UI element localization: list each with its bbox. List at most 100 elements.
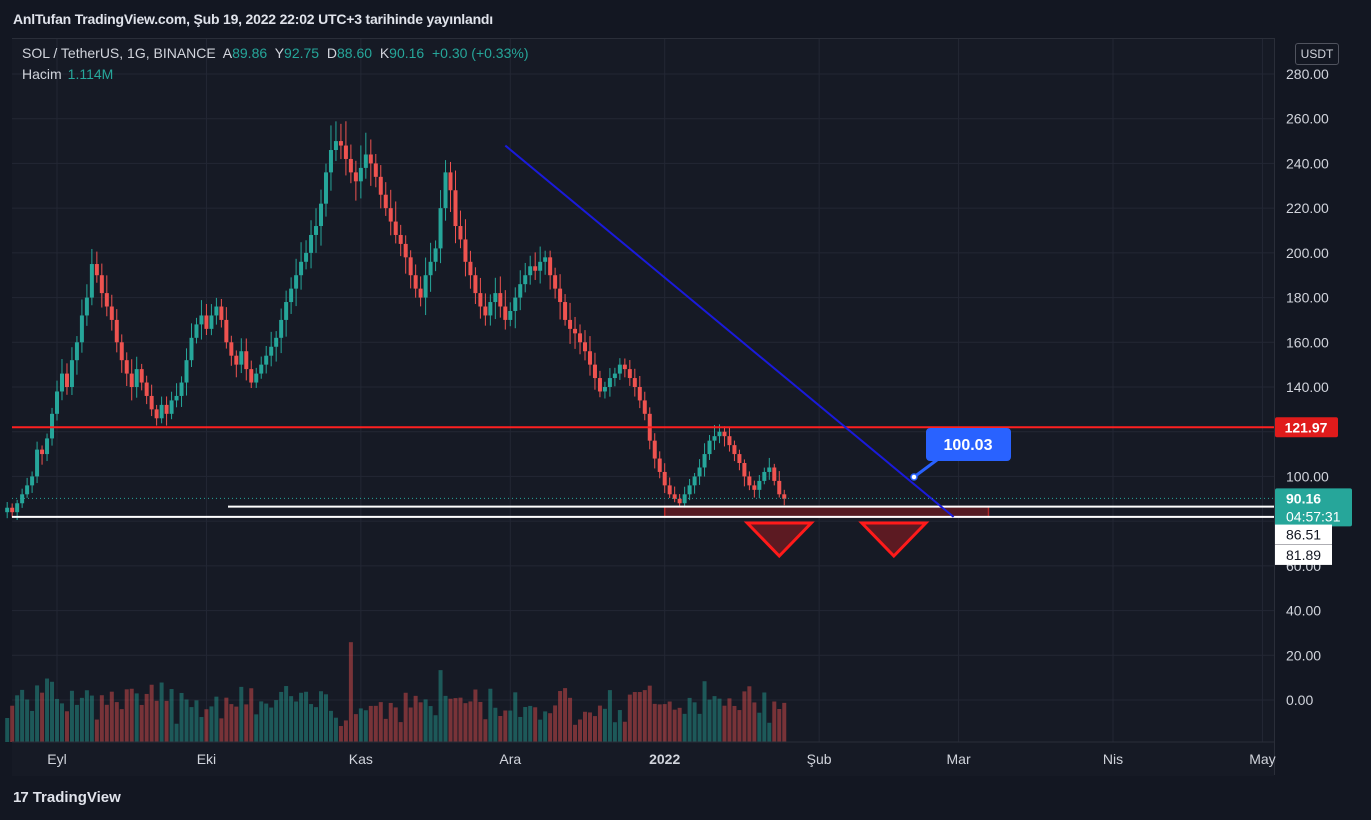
volume-label[interactable]: Hacim xyxy=(22,66,62,82)
candle-body xyxy=(408,257,413,276)
candle-body xyxy=(568,319,573,329)
volume-bar xyxy=(513,692,518,742)
candle-body xyxy=(15,503,20,513)
volume-bar xyxy=(15,695,20,742)
volume-bar xyxy=(398,722,403,742)
candle-body xyxy=(463,239,468,262)
candle-body xyxy=(443,172,448,209)
volume-bar xyxy=(159,682,164,742)
currency-button[interactable]: USDT xyxy=(1295,43,1339,65)
x-axis: Eyl Eki Kas Ara 2022 Şub Mar Nis May xyxy=(12,741,1276,767)
candle-body xyxy=(528,266,533,276)
candle-body xyxy=(5,507,10,513)
volume-bar xyxy=(757,712,762,742)
volume-bar xyxy=(533,707,538,742)
candle-body xyxy=(50,413,55,439)
candle-body xyxy=(617,364,622,374)
tradingview-logo[interactable]: 17 TradingView xyxy=(13,789,121,806)
volume-bar xyxy=(423,699,428,742)
candle-body xyxy=(388,208,393,222)
volume-bar xyxy=(209,706,214,742)
candle-body xyxy=(304,252,309,262)
volume-bar xyxy=(687,697,692,742)
volume-bar xyxy=(438,670,443,742)
open-label: A xyxy=(222,45,233,61)
candle-body xyxy=(55,391,59,414)
volume-bar xyxy=(667,701,672,742)
close-label: K xyxy=(379,45,390,61)
volume-bar xyxy=(25,699,30,742)
candle-body xyxy=(383,194,388,209)
candle-body xyxy=(523,275,528,285)
volume-bar xyxy=(109,691,114,742)
candle-body xyxy=(627,369,632,379)
volume-bar xyxy=(323,694,328,742)
candle-body xyxy=(637,387,642,401)
volume-bar xyxy=(463,703,468,742)
candle-body xyxy=(114,319,119,343)
volume-bar xyxy=(762,692,767,742)
candle-body xyxy=(239,351,244,365)
y-tick-label: 0.00 xyxy=(1286,692,1313,708)
candle-body xyxy=(69,360,74,387)
volume-bar xyxy=(433,715,438,742)
candle-body xyxy=(687,485,692,495)
volume-bar xyxy=(69,690,74,742)
publish-line: AnlTufan TradingView.com, Şub 19, 2022 2… xyxy=(13,11,493,27)
candle-body xyxy=(204,315,209,329)
volume-bar xyxy=(10,705,15,742)
volume-bar xyxy=(697,713,702,742)
volume-bar xyxy=(74,704,79,742)
volume-bar xyxy=(672,709,677,742)
candle-body xyxy=(79,315,84,343)
support-lower-price-tag xyxy=(1275,544,1332,565)
y-tick-label: 100.00 xyxy=(1286,468,1329,484)
candle-body xyxy=(747,476,752,486)
volume-bar xyxy=(284,686,289,742)
candle-body xyxy=(652,440,657,459)
volume-bar xyxy=(264,703,269,742)
candle-body xyxy=(144,382,149,396)
volume-bar xyxy=(139,704,144,742)
volume-bar xyxy=(498,716,503,742)
volume-bar xyxy=(637,692,642,742)
volume-bar xyxy=(184,699,189,742)
x-tick-label: Eki xyxy=(197,751,216,767)
volume-bar xyxy=(30,710,35,742)
symbol-name[interactable]: SOL / TetherUS, 1G, BINANCE xyxy=(22,45,216,61)
candle-body xyxy=(722,431,727,437)
candle-body xyxy=(314,226,319,235)
volume-bar xyxy=(617,710,622,742)
candle-body xyxy=(20,494,25,504)
candle-body xyxy=(139,369,144,383)
low-value: 88.60 xyxy=(336,45,373,61)
callout-box xyxy=(926,428,1011,461)
volume-bar xyxy=(607,690,612,742)
volume-bar xyxy=(717,698,722,742)
volume-bar xyxy=(134,693,139,742)
demand-zone xyxy=(663,505,990,518)
y-tick-label: 40.00 xyxy=(1286,603,1321,619)
volume-bar xyxy=(269,707,274,742)
volume-bar xyxy=(483,719,488,742)
candle-body xyxy=(249,369,254,383)
triangle-marker xyxy=(743,521,815,559)
volume-bars xyxy=(5,642,787,742)
price-scale[interactable] xyxy=(1274,38,1371,775)
volume-bar xyxy=(488,688,493,742)
candle-body xyxy=(478,293,483,307)
volume-bar xyxy=(304,691,309,742)
volume-bar xyxy=(289,696,294,742)
candle-body xyxy=(558,288,563,303)
volume-bar xyxy=(353,714,358,742)
candle-body xyxy=(309,234,314,253)
volume-bar xyxy=(622,721,627,742)
candle-body xyxy=(453,190,458,227)
volume-bar xyxy=(199,717,204,742)
volume-bar xyxy=(309,704,314,742)
candle-body xyxy=(503,306,508,320)
countdown-label: 04:57:31 xyxy=(1286,508,1341,524)
volume-bar xyxy=(124,689,129,742)
volume-bar xyxy=(119,709,124,742)
